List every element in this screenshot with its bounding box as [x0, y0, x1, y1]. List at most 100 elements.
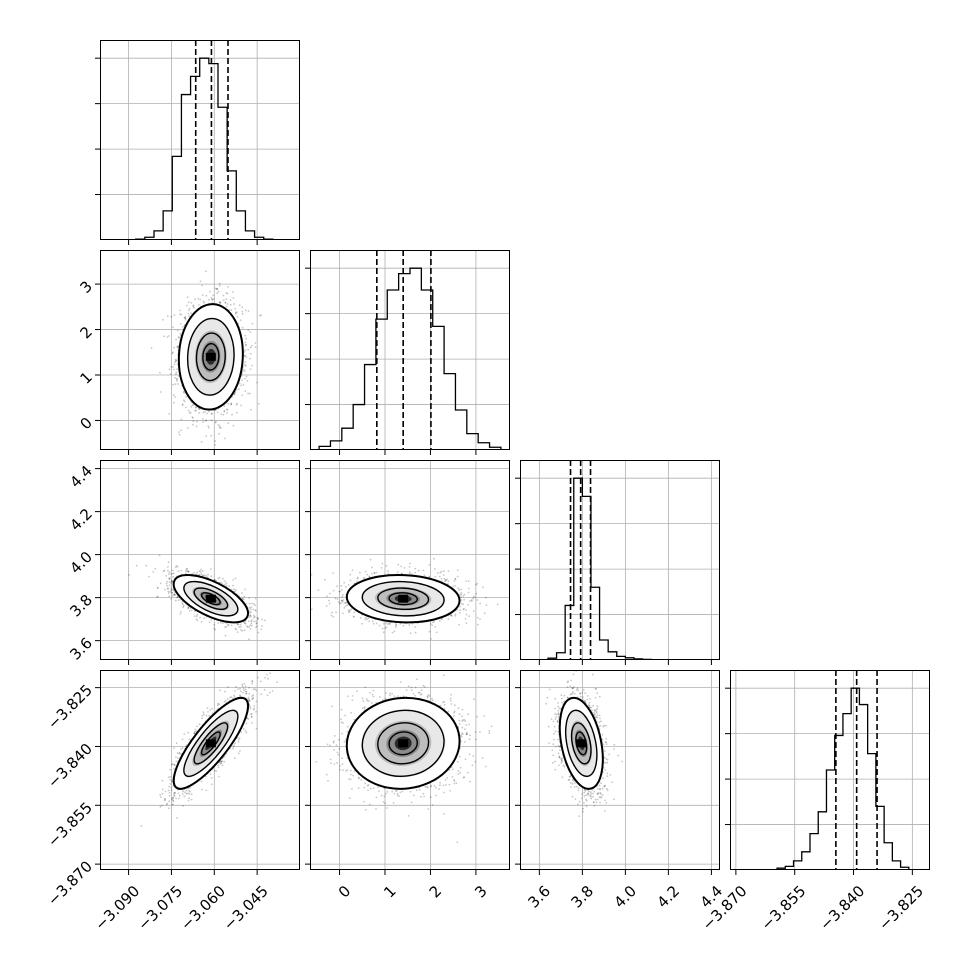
scatter-point: [241, 310, 244, 313]
scatter-point: [199, 616, 202, 619]
scatter-point: [226, 624, 229, 626]
scatter-point: [244, 364, 247, 367]
scatter-point: [336, 598, 339, 600]
scatter-point: [409, 562, 411, 565]
scatter-panel-0-1-frame: [100, 250, 300, 450]
scatter-point: [255, 609, 257, 612]
scatter-point: [245, 337, 248, 340]
scatter-point: [187, 607, 190, 610]
scatter-point: [152, 571, 155, 573]
scatter-point: [248, 625, 251, 628]
hist-panel-1: [305, 250, 510, 455]
scatter-point: [254, 609, 257, 611]
scatter-point: [248, 392, 251, 395]
scatter-point: [195, 618, 198, 620]
scatter-point: [182, 390, 185, 393]
scatter-point: [179, 309, 181, 312]
scatter-point: [241, 313, 244, 315]
scatter-point: [187, 312, 190, 315]
contour-lines: [177, 303, 244, 411]
scatter-point: [209, 290, 211, 293]
scatter-point: [257, 618, 259, 621]
scatter-point: [190, 301, 193, 304]
scatter-point: [195, 425, 198, 428]
scatter-point: [157, 595, 159, 598]
scatter-point: [203, 617, 206, 620]
scatter-point: [187, 606, 190, 608]
histogram-step-line: [730, 687, 930, 870]
scatter-point: [181, 602, 184, 604]
scatter-point: [210, 619, 213, 621]
scatter-point: [259, 314, 261, 317]
scatter-point: [244, 377, 247, 380]
scatter-point: [242, 598, 245, 601]
scatter-point: [174, 383, 177, 386]
scatter-point: [173, 314, 176, 316]
scatter-point: [192, 417, 194, 419]
scatter-point: [249, 368, 252, 371]
scatter-point: [476, 616, 479, 619]
scatter-point: [460, 593, 462, 596]
scatter-point: [171, 591, 174, 594]
hist-panel-0-ticks: [95, 57, 258, 245]
hist-panel-2-frame: [520, 460, 720, 660]
scatter-point: [186, 570, 188, 572]
scatter-point: [253, 615, 256, 618]
scatter-point: [241, 598, 244, 600]
scatter-point: [226, 292, 229, 295]
scatter-point: [158, 554, 161, 557]
scatter-point: [235, 389, 238, 391]
scatter-point: [229, 303, 232, 306]
scatter-point: [216, 288, 219, 291]
scatter-point: [170, 589, 173, 592]
scatter-point: [176, 345, 179, 348]
scatter-point: [224, 583, 227, 586]
scatter-point: [223, 410, 226, 412]
scatter-point: [423, 574, 426, 577]
scatter-point: [163, 335, 165, 338]
scatter-point: [193, 306, 196, 309]
scatter-point: [167, 566, 169, 568]
scatter-point: [187, 409, 190, 412]
scatter-point: [175, 371, 178, 374]
hist-panel-2-background: [520, 460, 720, 660]
scatter-point: [177, 599, 180, 601]
scatter-point: [172, 572, 175, 575]
scatter-point: [186, 304, 188, 307]
scatter-point: [249, 331, 252, 334]
scatter-point: [219, 284, 221, 287]
scatter-point: [184, 317, 187, 319]
scatter-point: [212, 294, 215, 297]
scatter-point: [230, 624, 233, 627]
scatter-point: [440, 578, 443, 580]
scatter-point: [483, 612, 486, 615]
scatter-point: [252, 608, 255, 611]
scatter-panel-1-2-grid: [310, 460, 510, 660]
hist-panel-3-frame: [730, 670, 930, 870]
panels-layer: [95, 40, 930, 875]
hist-panel-1-ticks: [305, 267, 477, 455]
scatter-point: [237, 623, 240, 626]
contour-line: [202, 342, 220, 371]
scatter-point: [220, 621, 222, 624]
scatter-point: [251, 322, 254, 325]
scatter-point: [172, 588, 174, 591]
scatter-point: [175, 359, 178, 362]
scatter-point: [216, 287, 219, 290]
scatter-point: [188, 307, 191, 310]
scatter-point: [238, 388, 240, 390]
scatter-point: [159, 582, 162, 585]
scatter-point: [256, 616, 259, 619]
scatter-point: [242, 368, 245, 371]
scatter-point: [240, 629, 242, 631]
scatter-point: [245, 625, 248, 627]
scatter-point: [181, 404, 184, 407]
scatter-point: [168, 581, 171, 584]
scatter-point: [174, 566, 177, 569]
scatter-point: [244, 344, 247, 347]
scatter-point: [216, 292, 219, 295]
scatter-point: [169, 590, 172, 593]
scatter-point: [238, 304, 241, 307]
scatter-point: [186, 567, 189, 570]
